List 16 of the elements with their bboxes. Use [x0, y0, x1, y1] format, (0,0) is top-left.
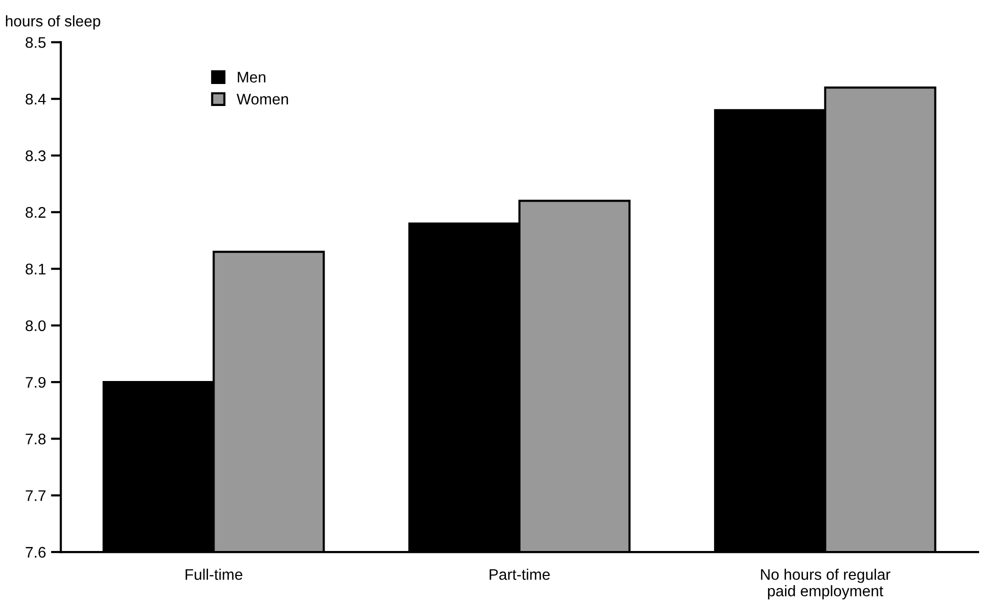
- y-tick-label: 8.2: [26, 207, 46, 218]
- x-tick-label: No hours of regular paid employment: [761, 568, 890, 600]
- legend-label: Women: [236, 94, 288, 105]
- y-tick-label: 7.8: [26, 434, 46, 444]
- y-axis-title: hours of sleep: [6, 15, 100, 30]
- x-tick-label: Full-time: [186, 568, 242, 580]
- y-tick-label: 8.3: [26, 150, 46, 162]
- y-tick-label: 8.4: [26, 94, 46, 105]
- y-tick-label: 7.6: [26, 546, 46, 558]
- y-tick-label: 7.7: [26, 490, 46, 501]
- y-tick-label: 7.9: [26, 376, 46, 388]
- y-tick-label: 8.5: [26, 37, 46, 48]
- y-tick-label: 8.0: [26, 320, 46, 332]
- x-tick-label: Part-time: [490, 568, 550, 580]
- legend-label: Men: [238, 72, 266, 83]
- y-tick-label: 8.1: [26, 264, 46, 274]
